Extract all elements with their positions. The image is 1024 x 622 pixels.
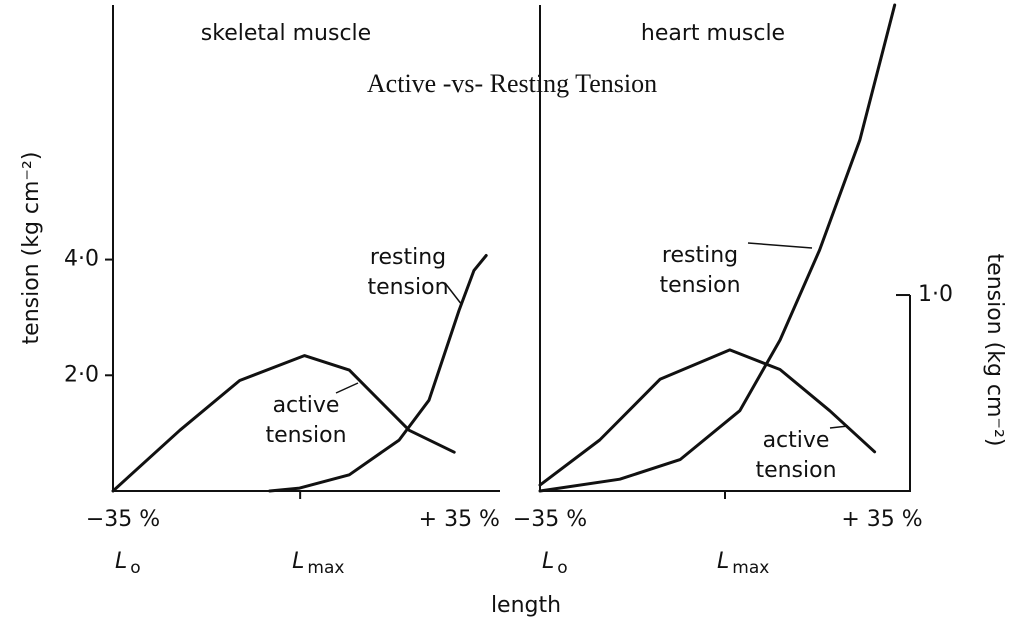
y-tick-label: 2·0 bbox=[64, 362, 99, 387]
panel-title: heart muscle bbox=[641, 21, 785, 46]
length-mark-subscript: o bbox=[557, 558, 567, 578]
annotation-line: tension bbox=[367, 275, 448, 300]
length-mark-subscript: max bbox=[307, 558, 344, 578]
length-mark-letter: L bbox=[115, 549, 127, 574]
annotation-leader bbox=[747, 242, 813, 249]
annotation-line: resting bbox=[370, 245, 446, 270]
curve-annotation: resting tension bbox=[659, 243, 740, 298]
panel-title: skeletal muscle bbox=[201, 21, 371, 46]
annotation-line: active bbox=[763, 428, 830, 453]
annotation-leader bbox=[335, 382, 359, 394]
x-tick-label: + 35 % bbox=[841, 507, 922, 532]
curve-annotation: active tension bbox=[755, 428, 836, 483]
curve-annotation: resting tension bbox=[367, 245, 448, 300]
x-axis-label: length bbox=[491, 593, 561, 618]
x-tick-label: + 35 % bbox=[419, 507, 500, 532]
y-tick-label: 4·0 bbox=[64, 247, 99, 272]
length-mark-letter: L bbox=[717, 549, 729, 574]
annotation-line: active bbox=[273, 393, 340, 418]
curve bbox=[111, 354, 456, 493]
curve bbox=[538, 3, 897, 493]
annotation-leader bbox=[444, 282, 463, 306]
annotation-line: tension bbox=[659, 273, 740, 298]
x-tick-label: −35 % bbox=[86, 507, 160, 532]
annotation-line: tension bbox=[755, 458, 836, 483]
curve-annotation: active tension bbox=[265, 393, 346, 448]
length-mark-letter: L bbox=[292, 549, 304, 574]
annotation-leader bbox=[829, 425, 849, 429]
length-mark-subscript: max bbox=[732, 558, 769, 578]
annotation-line: resting bbox=[662, 243, 738, 268]
y2-axis-label: tension (kg cm⁻²) bbox=[982, 254, 1007, 447]
figure-title: Active -vs- Resting Tension bbox=[367, 69, 657, 98]
y-axis-label: tension (kg cm⁻²) bbox=[19, 152, 44, 345]
y2-tick-label: 1·0 bbox=[918, 282, 953, 307]
length-mark-letter: L bbox=[542, 549, 554, 574]
length-mark-subscript: o bbox=[130, 558, 140, 578]
x-tick-label: −35 % bbox=[513, 507, 587, 532]
curve bbox=[538, 348, 877, 487]
annotation-line: tension bbox=[265, 423, 346, 448]
curve bbox=[268, 254, 488, 493]
